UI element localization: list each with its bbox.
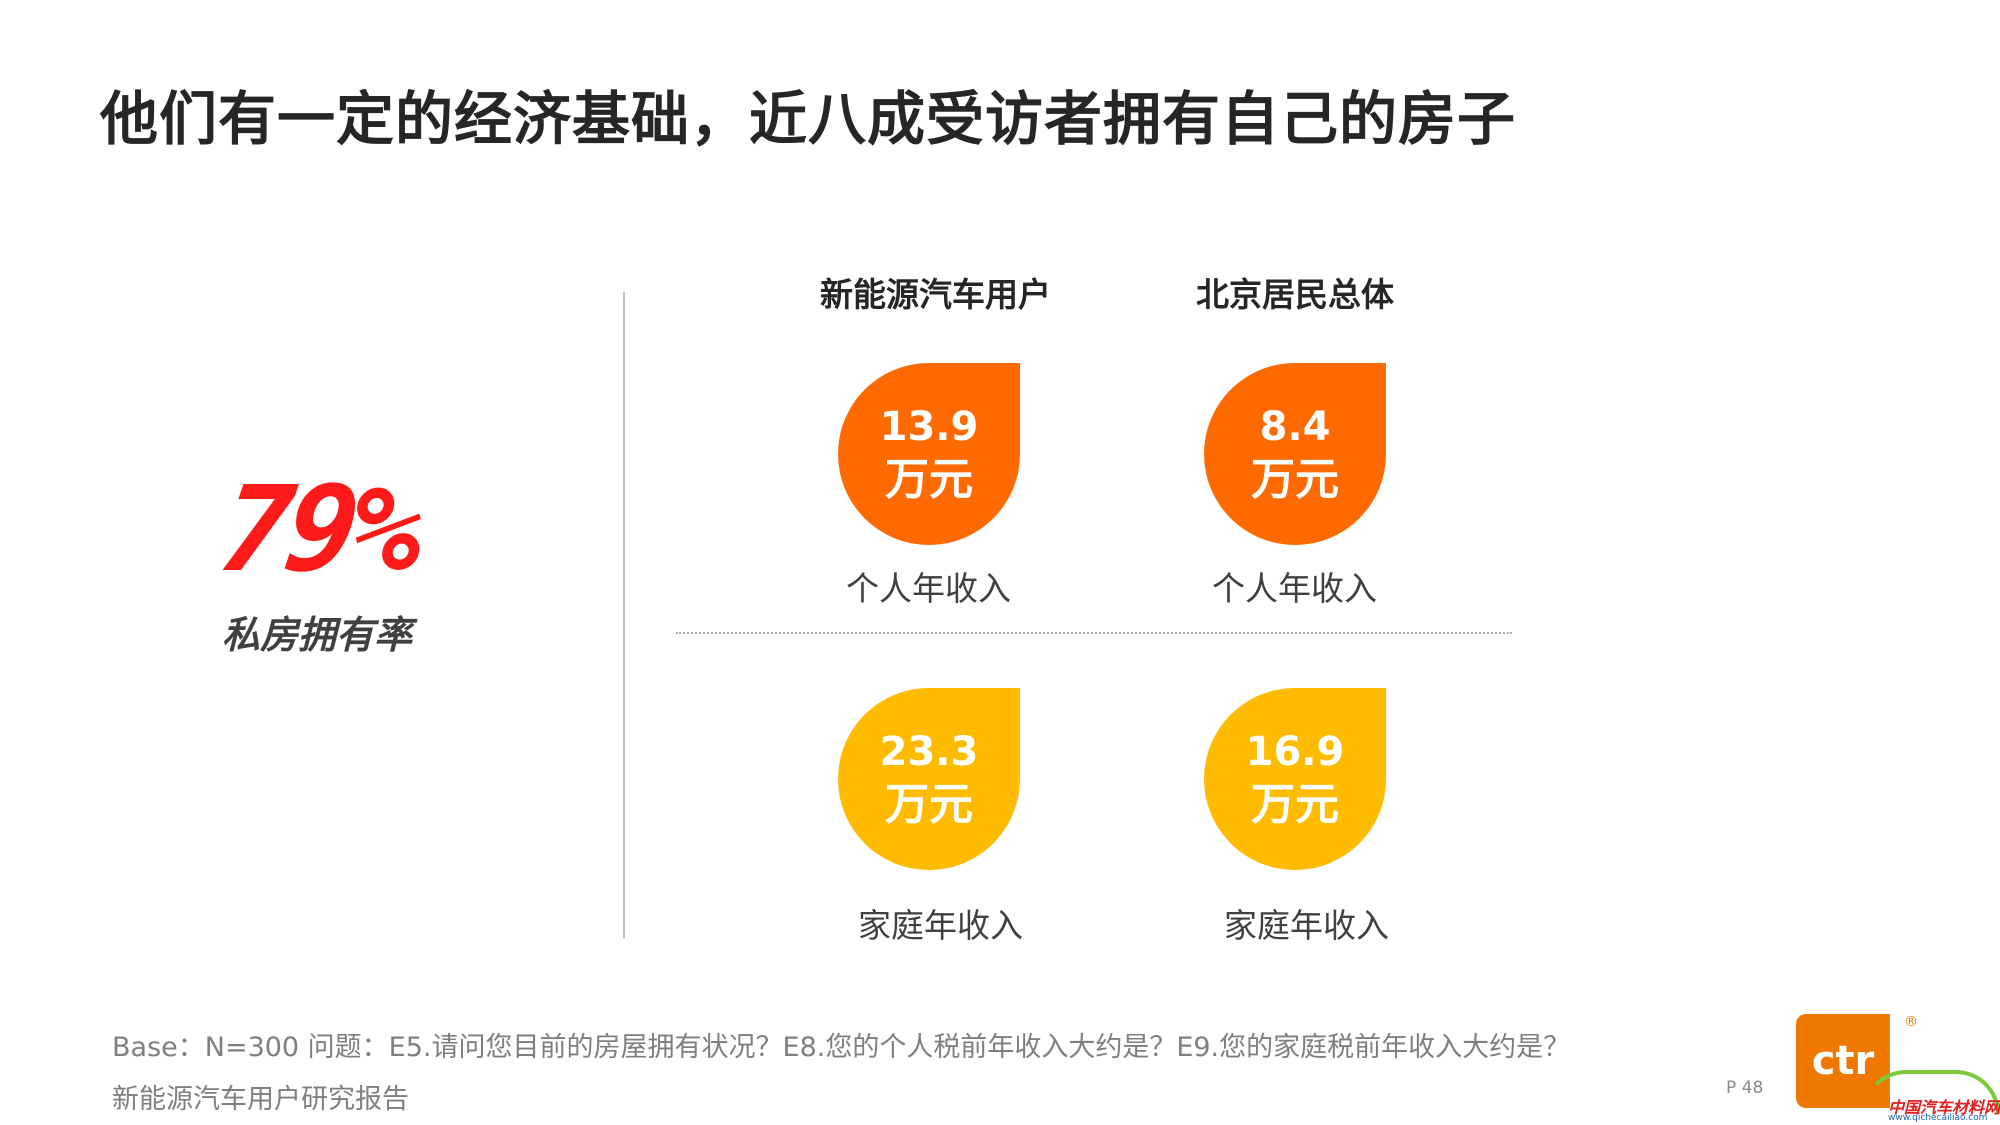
ctr-logo: ctr — [1796, 1014, 1890, 1108]
household-income-value: 23.3 — [879, 729, 979, 775]
page-number: P 48 — [1726, 1078, 1764, 1098]
personal-income-label: 个人年收入 — [1212, 569, 1377, 608]
column-header-beijing-residents: 北京居民总体 — [1196, 275, 1394, 314]
personal-income-value: 8.4 — [1259, 404, 1331, 450]
household-income-drop-nev: 23.3 万元 — [838, 688, 1020, 870]
household-income-unit: 万元 — [885, 779, 973, 830]
ownership-label: 私房拥有率 — [222, 613, 413, 657]
row-divider — [676, 632, 1512, 634]
ownership-percentage: 79% — [212, 460, 427, 598]
household-income-label: 家庭年收入 — [1224, 906, 1389, 945]
household-income-label: 家庭年收入 — [858, 906, 1023, 945]
report-name: 新能源汽车用户研究报告 — [112, 1084, 409, 1115]
personal-income-unit: 万元 — [885, 454, 973, 505]
personal-income-value: 13.9 — [879, 404, 979, 450]
household-income-value: 16.9 — [1245, 729, 1345, 775]
base-note: Base：N=300 问题：E5.请问您目前的房屋拥有状况？E8.您的个人税前年… — [112, 1032, 1571, 1063]
vertical-divider — [623, 292, 625, 938]
registered-mark: ® — [1904, 1014, 1918, 1030]
personal-income-label: 个人年收入 — [846, 569, 1011, 608]
watermark-name: 中国汽车材料网 — [1888, 1098, 2000, 1117]
household-income-drop-beijing: 16.9 万元 — [1204, 688, 1386, 870]
page-title: 他们有一定的经济基础，近八成受访者拥有自己的房子 — [100, 85, 1517, 153]
personal-income-drop-nev: 13.9 万元 — [838, 363, 1020, 545]
personal-income-unit: 万元 — [1251, 454, 1339, 505]
personal-income-drop-beijing: 8.4 万元 — [1204, 363, 1386, 545]
column-header-nev-users: 新能源汽车用户 — [820, 275, 1051, 314]
watermark-url: www.qichecailiao.com — [1888, 1113, 1988, 1123]
household-income-unit: 万元 — [1251, 779, 1339, 830]
